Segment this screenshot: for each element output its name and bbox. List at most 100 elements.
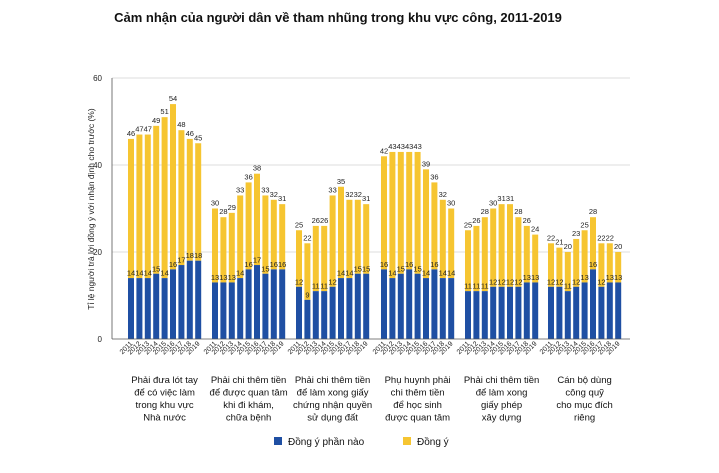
bar-agree (490, 208, 497, 287)
bar-somewhat (515, 286, 522, 339)
somewhat-value-label: 12 (489, 277, 497, 286)
total-value-label: 36 (244, 172, 252, 181)
bar-agree (228, 212, 235, 283)
bar-somewhat (338, 278, 344, 339)
bar-agree (397, 151, 404, 274)
bar-agree (389, 151, 396, 279)
total-value-label: 24 (531, 225, 539, 234)
bar-group (548, 217, 622, 339)
total-value-label: 22 (606, 233, 614, 242)
somewhat-value-label: 11 (564, 282, 572, 291)
bar-agree (406, 151, 413, 270)
total-value-label: 30 (447, 199, 455, 208)
bar-somewhat (548, 286, 554, 339)
somewhat-value-label: 12 (506, 277, 514, 286)
total-value-label: 49 (152, 116, 160, 125)
bar-somewhat (245, 269, 252, 339)
category-label-line: chi thêm tiền (391, 388, 445, 399)
bar-somewhat (212, 282, 218, 339)
bar-agree (448, 208, 455, 279)
somewhat-value-label: 17 (253, 256, 261, 265)
somewhat-value-label: 16 (430, 260, 438, 269)
bar-somewhat (312, 291, 319, 339)
bar-somewhat (507, 286, 513, 339)
bar-agree (481, 217, 488, 292)
y-tick-label: 0 (98, 335, 103, 344)
bar-somewhat (532, 282, 539, 339)
bar-somewhat (279, 269, 286, 339)
bar-agree (262, 195, 269, 274)
somewhat-value-label: 13 (228, 273, 236, 282)
category-label-line: để có việc làm (134, 388, 195, 399)
somewhat-value-label: 13 (531, 273, 539, 282)
bar-agree (321, 225, 328, 292)
total-value-label: 32 (354, 190, 362, 199)
bar-agree (581, 230, 588, 283)
bar-agree (212, 208, 218, 283)
bar-agree (381, 156, 387, 270)
bar-somewhat (228, 282, 235, 339)
total-value-label: 30 (211, 199, 219, 208)
category-label-line: trong khu vực (136, 400, 194, 411)
somewhat-value-label: 16 (270, 260, 278, 269)
category-label: Phải chi thêm tiền để làm xong giấy phép xâ… (464, 375, 540, 424)
somewhat-value-label: 14 (127, 269, 135, 278)
total-value-label: 54 (169, 94, 177, 103)
category-label-line: Phải chi thêm tiền (211, 375, 287, 386)
somewhat-value-label: 18 (186, 251, 194, 260)
bars (128, 104, 622, 339)
y-tick-label: 40 (93, 161, 102, 170)
somewhat-value-label: 15 (397, 264, 405, 273)
bar-agree (564, 252, 571, 292)
bar-somewhat (498, 286, 505, 339)
category-label-line: công quỹ (565, 388, 604, 399)
somewhat-value-label: 16 (244, 260, 252, 269)
total-value-label: 25 (464, 220, 472, 229)
somewhat-value-label: 12 (572, 277, 580, 286)
category-label-line: để được quan tâm (210, 388, 288, 399)
bar-agree (431, 182, 438, 270)
bar-somewhat (354, 273, 361, 339)
bar-somewhat (363, 273, 370, 339)
somewhat-value-label: 12 (555, 277, 563, 286)
total-value-label: 43 (413, 142, 421, 151)
total-value-label: 36 (430, 172, 438, 181)
total-value-label: 33 (328, 185, 336, 194)
category-label-line: riêng (574, 413, 595, 424)
somewhat-value-label: 14 (144, 269, 152, 278)
bar-somewhat (144, 278, 151, 339)
bar-agree (573, 238, 580, 287)
bar-agree (270, 199, 277, 270)
somewhat-value-label: 15 (354, 264, 362, 273)
somewhat-value-label: 14 (447, 269, 455, 278)
bar-somewhat (439, 278, 446, 339)
bar-somewhat (448, 278, 455, 339)
total-value-label: 31 (278, 194, 286, 203)
somewhat-value-label: 12 (514, 277, 522, 286)
category-label: Phụ huynh phải chi thêm tiền để học sinh đư… (385, 375, 451, 424)
total-value-label: 32 (270, 190, 278, 199)
bar-agree (346, 199, 353, 279)
bar-agree (354, 199, 361, 274)
somewhat-value-label: 15 (261, 264, 269, 273)
bar-somewhat (329, 286, 336, 339)
bar-somewhat (389, 278, 396, 339)
total-value-label: 26 (312, 216, 320, 225)
legend-swatch (274, 437, 282, 445)
bar-somewhat (220, 282, 227, 339)
total-value-label: 22 (597, 233, 605, 242)
bar-group (128, 104, 202, 339)
somewhat-value-label: 12 (328, 277, 336, 286)
total-value-label: 25 (580, 220, 588, 229)
bar-agree (254, 173, 260, 266)
somewhat-value-label: 13 (614, 273, 622, 282)
somewhat-value-label: 13 (219, 273, 227, 282)
category-label-line: Phải chi thêm tiền (464, 375, 540, 386)
somewhat-value-label: 16 (405, 260, 413, 269)
bar-somewhat (581, 282, 588, 339)
bar-agree (304, 243, 311, 300)
y-tick-label: 20 (93, 248, 102, 257)
bar-agree (414, 151, 421, 274)
category-label-line: chứng nhận quyền (293, 400, 372, 411)
bar-somewhat (262, 273, 269, 339)
